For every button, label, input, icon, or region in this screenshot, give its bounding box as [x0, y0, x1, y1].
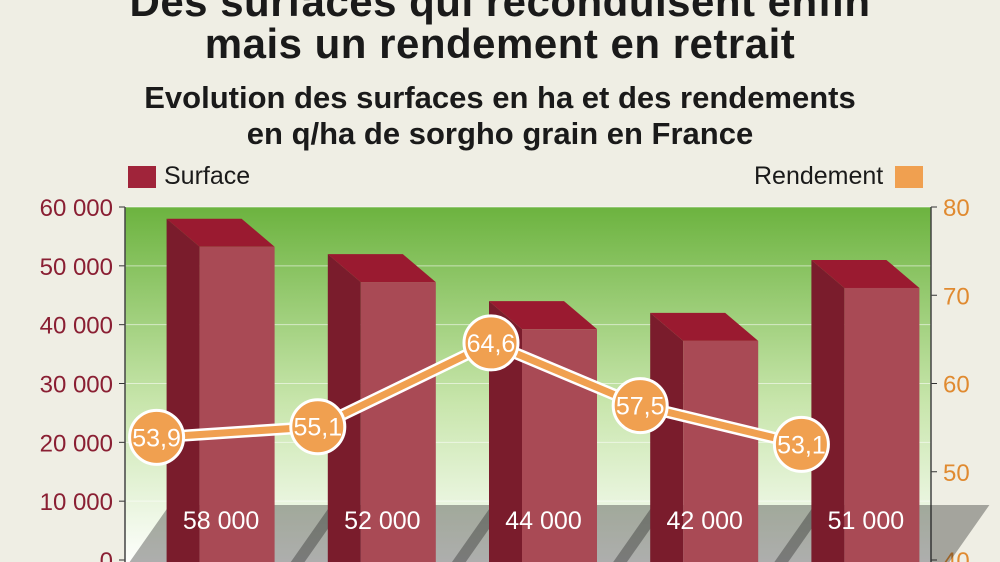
- left-axis-tick-label: 20 000: [40, 430, 113, 457]
- legend-rendement-label: Rendement: [754, 162, 884, 190]
- surface-bar: [360, 282, 436, 562]
- legend-surface: Surface: [128, 162, 250, 191]
- chart-subtitle-line1: Evolution des surfaces en ha et des rend…: [144, 80, 856, 115]
- left-axis-tick-label: 40 000: [40, 313, 113, 340]
- bar-top: [327, 254, 436, 283]
- bar-top: [489, 301, 597, 330]
- left-axis-tick-label: 50 000: [40, 254, 113, 281]
- rendement-value-label: 57,5: [616, 393, 665, 421]
- left-axis-tick-label: 60 000: [40, 195, 113, 222]
- left-axis-tick-label: 0: [100, 548, 113, 562]
- rendement-point: [289, 398, 347, 456]
- right-axis-tick-label: 40: [943, 548, 970, 562]
- bar-top: [166, 218, 275, 247]
- legend-rendement: Rendement: [754, 162, 924, 191]
- rendement-point: [611, 377, 669, 435]
- surface-value-label: 44 000: [505, 507, 581, 535]
- rendement-value-label: 53,1: [777, 431, 826, 459]
- legend-surface-label: Surface: [164, 162, 251, 190]
- left-axis-tick-label: 10 000: [40, 489, 113, 516]
- surface-bar: [199, 246, 275, 562]
- rendement-point: [462, 314, 520, 372]
- left-axis-tick-label: 30 000: [40, 372, 113, 399]
- surface-value-label: 58 000: [183, 507, 259, 535]
- bar-side: [811, 259, 845, 562]
- page-title-line2: mais un rendement en retrait: [204, 20, 796, 67]
- surface-bar: [683, 340, 759, 562]
- bar-top: [650, 312, 759, 341]
- legend-surface-swatch: [128, 165, 156, 188]
- rendement-point: [128, 408, 186, 466]
- rendement-value-label: 55,1: [293, 414, 342, 442]
- page-title-line1: Des surfaces qui reconduisent enfin: [129, 0, 871, 25]
- bar-top: [811, 259, 920, 288]
- rendement-point: [772, 415, 830, 473]
- bar-side: [166, 218, 200, 562]
- bar-side: [650, 312, 684, 562]
- surface-value-label: 52 000: [344, 507, 420, 535]
- surface-bar: [844, 287, 920, 562]
- right-axis-tick-label: 50: [943, 460, 970, 487]
- chart-subtitle-line2: en q/ha de sorgho grain en France: [246, 116, 754, 151]
- right-axis-tick-label: 80: [943, 195, 970, 222]
- rendement-value-label: 64,6: [467, 330, 516, 358]
- right-axis-tick-label: 60: [943, 372, 970, 399]
- right-axis-tick-label: 70: [943, 283, 970, 310]
- surface-value-label: 51 000: [828, 507, 904, 535]
- legend-rendement-swatch: [895, 165, 924, 188]
- rendement-value-label: 53,9: [132, 424, 181, 452]
- surface-value-label: 42 000: [666, 507, 742, 535]
